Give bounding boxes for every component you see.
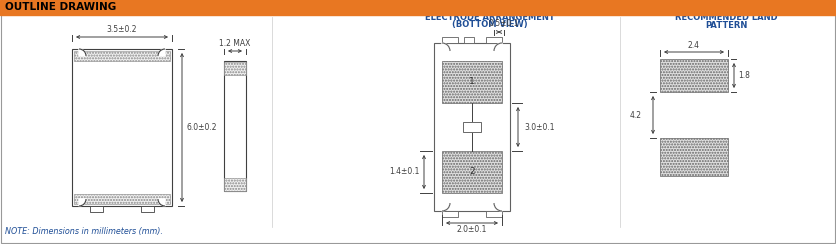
Wedge shape (442, 43, 450, 51)
Bar (442, 61, 502, 103)
Bar (486, 211, 502, 217)
Bar (434, 43, 510, 211)
Bar (141, 206, 154, 212)
Text: 2.4: 2.4 (688, 41, 700, 50)
Bar (464, 37, 474, 43)
Text: OUTLINE DRAWING: OUTLINE DRAWING (5, 2, 116, 12)
Bar (74, 51, 170, 61)
Bar (72, 49, 172, 206)
Wedge shape (79, 199, 86, 206)
Bar (463, 122, 481, 132)
Bar (442, 151, 502, 193)
Text: 4.2: 4.2 (630, 111, 642, 120)
Wedge shape (494, 203, 502, 211)
Wedge shape (442, 203, 450, 211)
Text: 1.4±0.1: 1.4±0.1 (389, 167, 419, 176)
Text: (BOTTOM VIEW): (BOTTOM VIEW) (452, 20, 528, 30)
Bar (74, 194, 170, 204)
Bar (486, 37, 502, 43)
Bar (224, 178, 246, 191)
Text: NOTE: Dimensions in millimeters (mm).: NOTE: Dimensions in millimeters (mm). (5, 227, 163, 236)
Bar (90, 206, 103, 212)
Wedge shape (494, 43, 502, 51)
Text: 0.5±0.1: 0.5±0.1 (489, 19, 519, 28)
Text: 3.5±0.2: 3.5±0.2 (107, 26, 137, 34)
Bar (442, 211, 458, 217)
Text: ELECTRODE ARRANGEMENT: ELECTRODE ARRANGEMENT (426, 13, 555, 22)
Text: 6.0±0.2: 6.0±0.2 (186, 123, 217, 132)
Text: 1.2 MAX: 1.2 MAX (219, 39, 251, 48)
Bar (442, 37, 458, 43)
Text: RECOMMENDED LAND: RECOMMENDED LAND (675, 13, 777, 22)
Bar (660, 59, 728, 92)
Text: 1.8: 1.8 (738, 71, 750, 80)
Text: PATTERN: PATTERN (705, 20, 747, 30)
Text: 2.0±0.1: 2.0±0.1 (456, 225, 487, 234)
Wedge shape (158, 49, 165, 56)
Wedge shape (158, 199, 165, 206)
Bar (660, 138, 728, 176)
Bar (0, 0, 836, 15)
Text: 1: 1 (469, 78, 475, 87)
Bar (224, 62, 246, 75)
Text: 2: 2 (469, 167, 475, 176)
Bar (224, 61, 246, 191)
Wedge shape (79, 49, 86, 56)
Text: 3.0±0.1: 3.0±0.1 (525, 122, 555, 132)
